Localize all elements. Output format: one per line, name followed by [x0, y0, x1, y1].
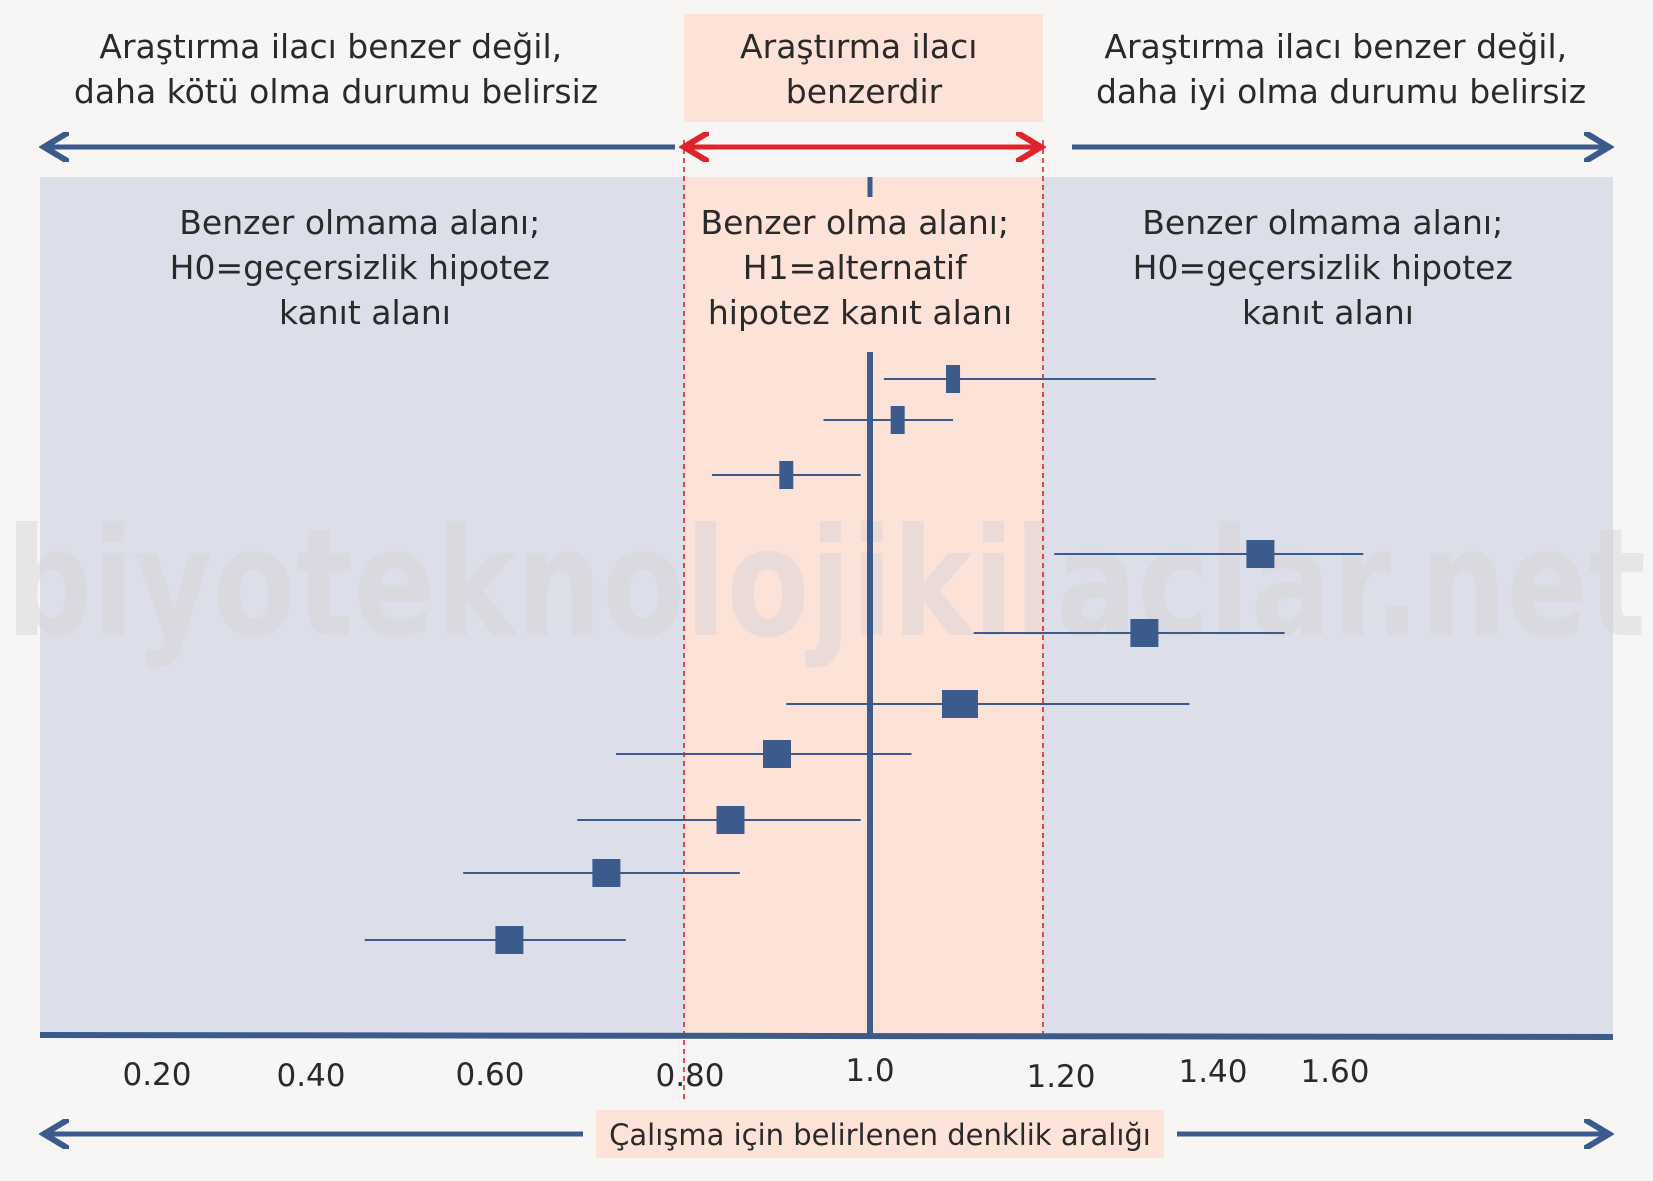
point-estimate-marker: [941, 690, 978, 718]
x-tick-labels: 0.20 0.40 0.60 0.80 1.0 1.20 1.40 1.60: [122, 1053, 1369, 1095]
footer-label: Çalışma için belirlenen denklik aralığı: [609, 1118, 1151, 1152]
point-estimate-marker: [779, 461, 794, 489]
header-highlight-box: [684, 14, 1043, 122]
header-left: Araştırma ilacı benzer değil, daha kötü …: [74, 27, 598, 111]
zone-center-label: Benzer olma alanı; H1=alternatif hipotez…: [700, 203, 1019, 332]
point-estimate-marker: [763, 740, 791, 768]
point-estimate-marker: [495, 926, 524, 954]
point-estimate-marker: [890, 406, 905, 434]
x-tick-label: 1.0: [845, 1053, 894, 1089]
footer-label-box: [596, 1110, 1164, 1158]
data-points: [364, 365, 1364, 954]
header-right: Araştırma ilacı benzer değil, daha iyi o…: [1096, 27, 1586, 111]
zone-left-label: Benzer olmama alanı; H0=geçersizlik hipo…: [170, 203, 561, 332]
x-tick-label: 1.40: [1178, 1054, 1247, 1090]
point-estimate-marker: [716, 806, 745, 834]
x-tick-label: 1.20: [1026, 1059, 1095, 1095]
point-estimate-marker: [1246, 540, 1275, 568]
x-tick-label: 0.80: [655, 1058, 724, 1094]
equivalence-zone: [684, 177, 1043, 1037]
x-tick-label: 1.60: [1300, 1054, 1369, 1090]
point-estimate-marker: [592, 859, 621, 887]
x-tick-label: 0.60: [455, 1057, 524, 1093]
watermark: biyoteknolojikilaclar.net: [6, 497, 1646, 671]
zone-right-label: Benzer olmama alanı; H0=geçersizlik hipo…: [1133, 203, 1524, 332]
header-center: Araştırma ilacı benzerdir: [740, 27, 988, 111]
x-tick-label: 0.20: [122, 1057, 191, 1093]
point-estimate-marker: [1130, 619, 1159, 647]
x-axis-line: [39, 1032, 1614, 1040]
point-estimate-marker: [946, 365, 961, 393]
x-tick-label: 0.40: [276, 1058, 345, 1094]
